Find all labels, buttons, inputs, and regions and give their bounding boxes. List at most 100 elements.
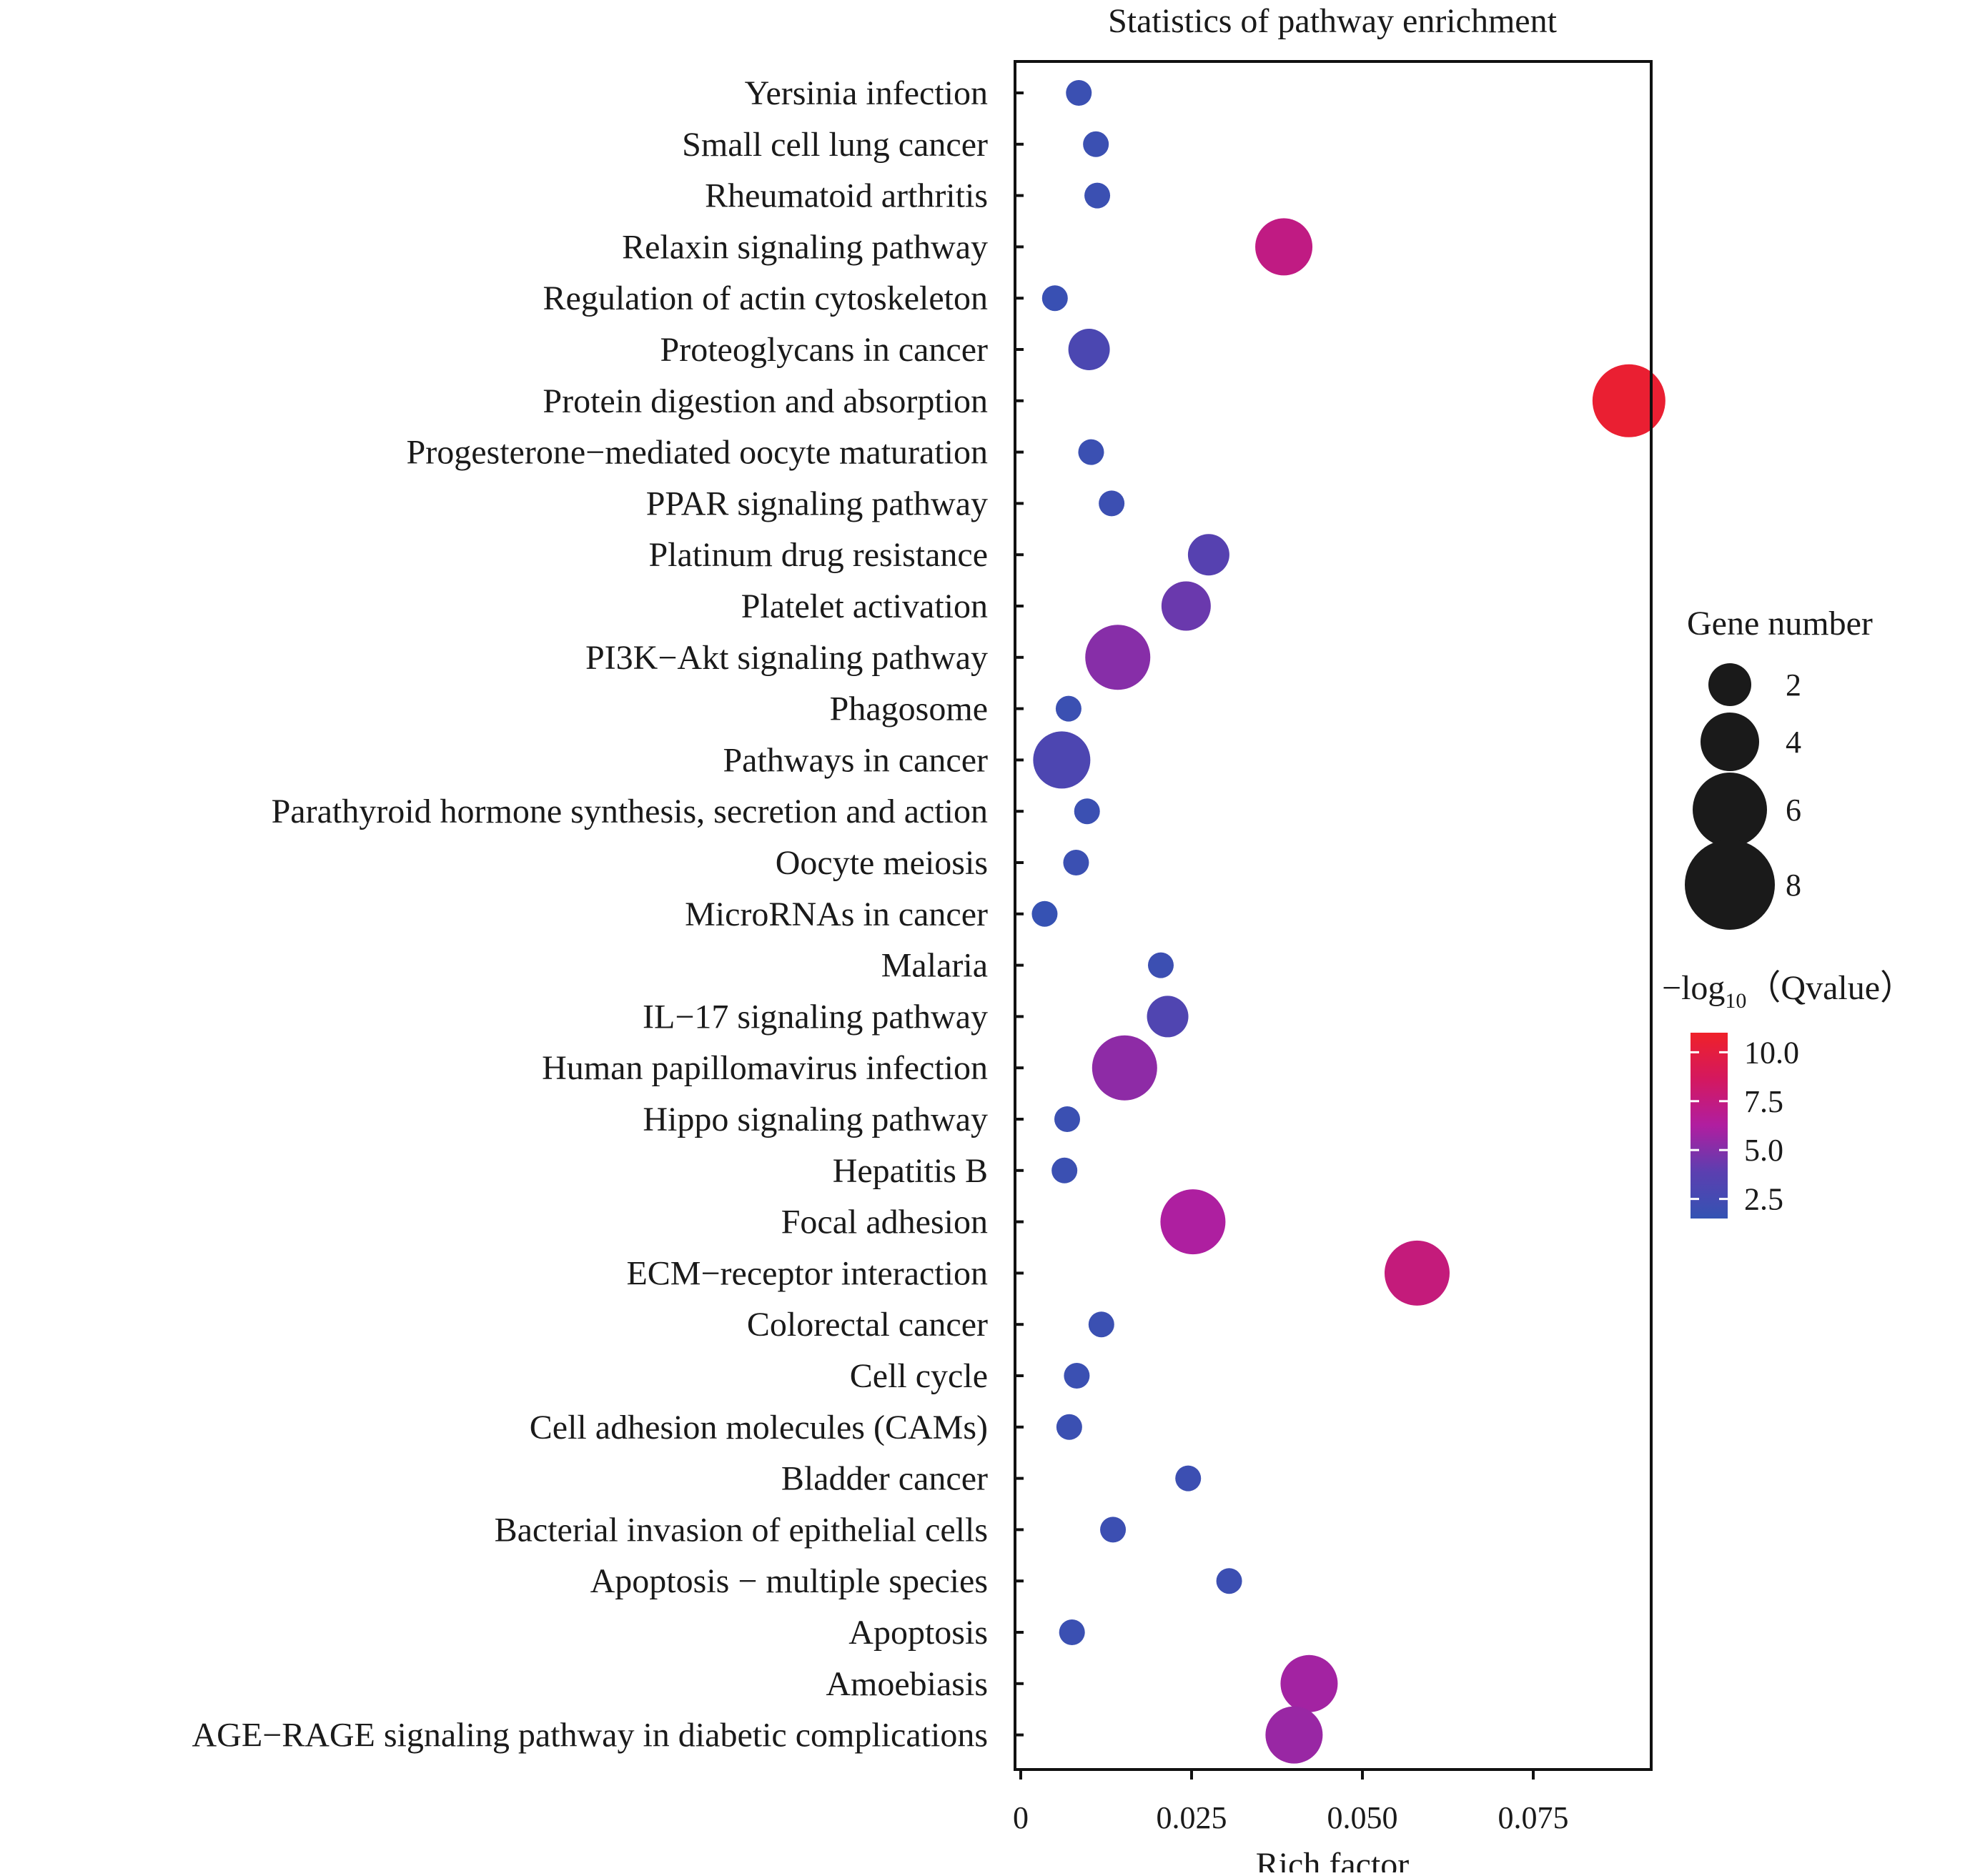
x-axis-ticks: 0 0.025 0.050 0.075 <box>1013 1770 1569 1835</box>
category-label: ECM−receptor interaction <box>626 1254 988 1292</box>
category-label: Small cell lung cancer <box>682 126 988 164</box>
data-point <box>1265 1706 1323 1764</box>
color-legend-title: −log10（Qvalue） <box>1662 969 1914 1013</box>
category-label: AGE−RAGE signaling pathway in diabetic c… <box>192 1717 988 1755</box>
data-point <box>1592 364 1665 437</box>
data-point <box>1055 695 1081 722</box>
category-label: Relaxin signaling pathway <box>622 228 988 266</box>
data-point <box>1216 1568 1242 1594</box>
category-label: Platinum drug resistance <box>648 536 988 574</box>
category-label: Phagosome <box>830 690 988 728</box>
colorbar-tick-label: 7.5 <box>1744 1084 1783 1119</box>
size-legend-title: Gene number <box>1687 605 1873 642</box>
color-legend-title-subscript: 10 <box>1725 989 1746 1013</box>
category-label: Hepatitis B <box>833 1152 988 1190</box>
category-labels: Yersinia infection Small cell lung cancer… <box>192 74 988 1755</box>
color-legend-title-prefix: −log <box>1662 969 1725 1007</box>
data-point <box>1088 1311 1114 1338</box>
category-label: Cell adhesion molecules (CAMs) <box>530 1409 988 1446</box>
data-point <box>1175 1465 1202 1492</box>
category-label: Malaria <box>881 947 988 985</box>
category-label: Pathways in cancer <box>723 741 988 779</box>
category-label: Protein digestion and absorption <box>543 382 988 420</box>
data-point <box>1084 182 1111 209</box>
data-points <box>1031 80 1665 1764</box>
data-point <box>1041 285 1068 312</box>
x-tick-label: 0.025 <box>1157 1800 1227 1835</box>
data-point <box>1031 900 1058 927</box>
colorbar-tick-label: 5.0 <box>1744 1133 1783 1168</box>
size-legend-dot <box>1685 840 1775 930</box>
category-label: PPAR signaling pathway <box>646 485 988 522</box>
data-point <box>1078 439 1104 465</box>
category-label: Yersinia infection <box>745 74 988 112</box>
size-legend-dot <box>1693 773 1767 847</box>
x-axis-title: Rich factor <box>1256 1846 1410 1872</box>
data-point <box>1092 1035 1157 1101</box>
data-point <box>1033 731 1091 789</box>
data-point <box>1085 625 1151 690</box>
size-legend: Gene number 2 4 6 8 <box>1685 605 1873 930</box>
size-legend-label: 4 <box>1786 725 1801 760</box>
x-tick-label: 0.050 <box>1327 1800 1398 1835</box>
color-legend-title-suffix: （Qvalue） <box>1746 969 1914 1007</box>
data-point <box>1054 1106 1081 1132</box>
category-label: Progesterone−mediated oocyte maturation <box>407 434 988 472</box>
category-label: Focal adhesion <box>781 1203 988 1241</box>
size-legend-items: 2 4 6 8 <box>1685 663 1801 930</box>
category-label: PI3K−Akt signaling pathway <box>585 639 988 677</box>
data-point <box>1187 534 1229 576</box>
category-label: Oocyte meiosis <box>776 844 988 882</box>
data-point <box>1160 1189 1226 1255</box>
category-label: Hippo signaling pathway <box>643 1101 988 1138</box>
size-legend-dot <box>1701 713 1759 771</box>
data-point <box>1051 1157 1078 1183</box>
category-label: Colorectal cancer <box>747 1306 988 1344</box>
colorbar-tick-label: 10.0 <box>1744 1035 1799 1070</box>
category-label: Apoptosis <box>848 1614 988 1652</box>
x-tick-label: 0 <box>1013 1800 1029 1835</box>
data-point <box>1068 329 1110 370</box>
data-point <box>1074 798 1100 825</box>
category-label: MicroRNAs in cancer <box>685 895 988 933</box>
category-label: Regulation of actin cytoskeleton <box>543 279 989 317</box>
data-point <box>1056 1414 1082 1440</box>
category-label: Proteoglycans in cancer <box>660 331 989 369</box>
data-point <box>1059 1619 1085 1645</box>
category-label: Amoebiasis <box>826 1665 988 1703</box>
colorbar <box>1691 1033 1728 1219</box>
data-point <box>1066 80 1092 106</box>
category-label: Parathyroid hormone synthesis, secretion… <box>272 793 988 830</box>
plot-frame <box>1014 60 1653 1771</box>
category-label: Rheumatoid arthritis <box>705 177 988 215</box>
data-point <box>1255 218 1313 276</box>
size-legend-label: 8 <box>1786 868 1801 903</box>
size-legend-dot <box>1708 663 1751 706</box>
data-point <box>1063 850 1089 875</box>
category-label: Human papillomavirus infection <box>542 1049 988 1087</box>
data-point <box>1147 952 1174 978</box>
category-label: Bladder cancer <box>781 1460 988 1498</box>
data-point <box>1161 581 1211 631</box>
data-point <box>1064 1363 1090 1389</box>
category-label: IL−17 signaling pathway <box>643 998 988 1036</box>
category-label: Platelet activation <box>741 587 988 625</box>
size-legend-label: 2 <box>1786 667 1801 703</box>
category-label: Cell cycle <box>850 1357 988 1395</box>
data-point <box>1384 1240 1450 1306</box>
category-label: Apoptosis − multiple species <box>590 1562 988 1600</box>
chart-title: Statistics of pathway enrichment <box>1108 2 1558 40</box>
data-point <box>1099 490 1125 517</box>
colorbar-ticks: 2.5 5.0 7.5 10.0 <box>1691 1035 1799 1217</box>
size-legend-label: 6 <box>1786 793 1801 828</box>
colorbar-tick-label: 2.5 <box>1744 1182 1783 1217</box>
data-point <box>1147 996 1189 1038</box>
data-point <box>1100 1517 1127 1543</box>
color-legend: −log10（Qvalue） 2.5 5.0 7.5 10.0 <box>1662 969 1914 1219</box>
x-tick-label: 0.075 <box>1498 1800 1569 1835</box>
data-point <box>1280 1654 1338 1712</box>
data-point <box>1083 131 1109 157</box>
category-label: Bacterial invasion of epithelial cells <box>495 1511 988 1549</box>
